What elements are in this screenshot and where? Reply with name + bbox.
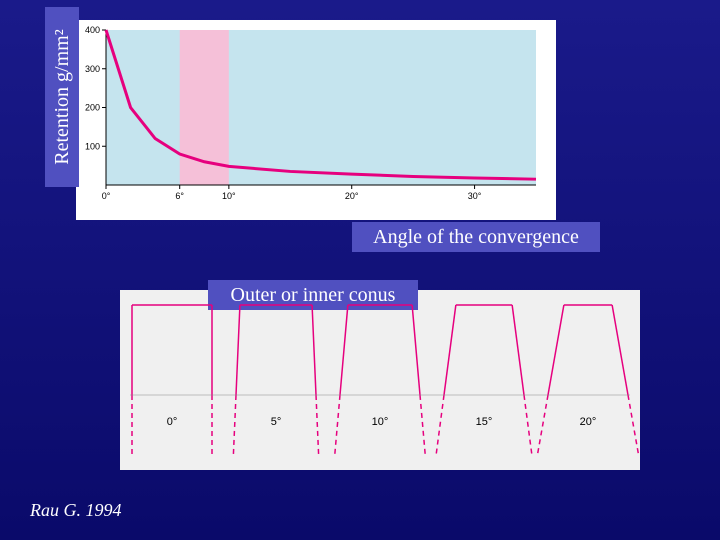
conus-angle-label: 10° [372,416,389,428]
conus-angle-label: 15° [476,416,493,428]
conus-diagram-svg: 0° 5° 10° 15° 20° [0,0,720,540]
conus-dash [316,395,319,455]
conus-side [412,305,420,395]
conus-side [548,305,564,395]
conus-dash [335,395,340,455]
conus-dash [537,395,548,455]
conus-side [512,305,524,395]
conus-dash [233,395,236,455]
conus-angle-label: 0° [167,416,178,428]
conus-dash [436,395,444,455]
conus-dash [420,395,425,455]
conus-dash [628,395,639,455]
citation: Rau G. 1994 [30,500,122,521]
conus-side [444,305,456,395]
conus-dash [524,395,532,455]
conus-side [236,305,240,395]
conus-angle-label: 5° [271,416,282,428]
conus-side [340,305,348,395]
conus-angle-label: 20° [580,416,597,428]
conus-side [312,305,316,395]
conus-side [612,305,628,395]
